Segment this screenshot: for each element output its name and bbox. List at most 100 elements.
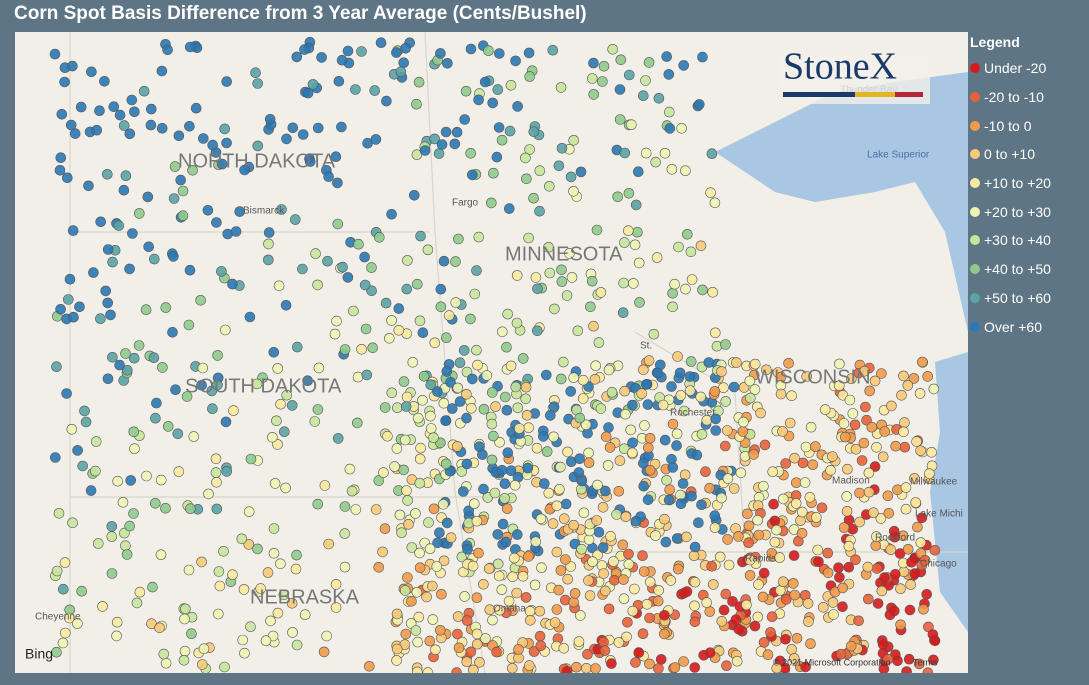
place-label: Chicago (920, 559, 957, 570)
legend-dot (970, 264, 980, 275)
location-dot (107, 256, 118, 268)
location-dot (106, 568, 118, 579)
location-dot (707, 286, 719, 298)
location-dot (691, 449, 703, 461)
location-dot (220, 416, 232, 428)
location-dot (743, 537, 754, 549)
location-dot (57, 637, 69, 649)
location-dot (885, 544, 897, 556)
location-dot (597, 501, 609, 513)
location-dot (453, 642, 465, 654)
legend-item[interactable]: Under -20 (970, 54, 1051, 83)
location-dot (644, 612, 655, 624)
location-dot (623, 69, 635, 81)
location-dot (916, 512, 928, 524)
location-dot (218, 545, 229, 557)
legend-item[interactable]: -20 to -10 (970, 83, 1051, 112)
location-dot (833, 380, 845, 392)
location-dot (415, 230, 426, 242)
legend-item[interactable]: +20 to +30 (970, 197, 1051, 226)
location-dot (720, 396, 732, 407)
location-dot (844, 394, 856, 406)
legend-item[interactable]: Over +60 (970, 312, 1051, 341)
location-dot (595, 287, 607, 298)
location-dot (471, 344, 482, 356)
location-dot (496, 326, 508, 338)
location-dot (53, 507, 65, 519)
location-dot (614, 114, 626, 125)
location-dot (299, 609, 311, 621)
location-dot (94, 105, 105, 116)
provider: Bing (25, 646, 53, 662)
location-dot (709, 522, 721, 534)
location-dot (396, 527, 407, 539)
location-dot (155, 474, 167, 486)
location-dot (555, 82, 567, 93)
location-dot (627, 399, 638, 411)
terms[interactable]: Terms (913, 657, 938, 667)
location-dot (568, 519, 580, 531)
location-dot (134, 586, 146, 598)
location-dot (641, 598, 653, 610)
location-dot (664, 484, 676, 496)
place-label: Fargo (452, 198, 479, 209)
location-dot (69, 128, 81, 139)
location-dot (566, 272, 578, 283)
location-dot (532, 283, 543, 295)
legend-label: +10 to +20 (984, 175, 1051, 192)
location-dot (302, 87, 314, 99)
location-dot (524, 605, 536, 617)
location-dot (849, 419, 861, 431)
location-dot (561, 666, 573, 673)
location-dot (145, 119, 157, 131)
location-dot (454, 396, 466, 407)
location-dot (883, 507, 895, 519)
location-dot (667, 301, 678, 313)
location-dot (61, 172, 73, 184)
location-dot (160, 302, 172, 313)
location-dot (777, 426, 788, 437)
legend-item[interactable]: -10 to 0 (970, 111, 1051, 140)
location-dot (590, 663, 601, 673)
location-dot (640, 147, 652, 159)
location-dot (657, 399, 669, 411)
location-dot (621, 631, 632, 643)
location-dot (581, 663, 592, 673)
location-dot (337, 261, 348, 273)
location-dot (322, 255, 333, 267)
location-dot (517, 353, 529, 364)
location-dot (90, 436, 102, 447)
location-dot (356, 343, 367, 355)
location-dot (452, 628, 463, 640)
legend-dot (970, 120, 980, 131)
legend-item[interactable]: +40 to +50 (970, 255, 1051, 284)
location-dot (517, 570, 529, 582)
location-dot (528, 126, 540, 137)
location-dot (221, 137, 232, 149)
location-dot (586, 275, 598, 287)
location-dot (465, 313, 476, 325)
location-dot (585, 301, 596, 313)
legend-item[interactable]: +30 to +40 (970, 226, 1051, 255)
location-dot (184, 264, 196, 276)
location-dot (339, 561, 351, 573)
location-dot (330, 579, 342, 590)
location-dot (438, 555, 450, 567)
legend-item[interactable]: +10 to +20 (970, 169, 1051, 198)
location-dot (80, 416, 92, 428)
location-dot (598, 568, 609, 579)
location-dot (148, 352, 160, 364)
legend-item[interactable]: +50 to +60 (970, 284, 1051, 313)
location-dot (604, 442, 616, 453)
location-dot (428, 503, 440, 515)
location-dot (75, 101, 87, 113)
location-dot (528, 192, 539, 204)
location-dot (612, 191, 624, 203)
location-dot (551, 604, 563, 615)
location-dot (379, 523, 391, 535)
location-dot (55, 152, 67, 163)
location-dot (877, 639, 889, 650)
location-dot (839, 431, 851, 443)
legend-item[interactable]: 0 to +10 (970, 140, 1051, 169)
location-dot (124, 520, 135, 532)
